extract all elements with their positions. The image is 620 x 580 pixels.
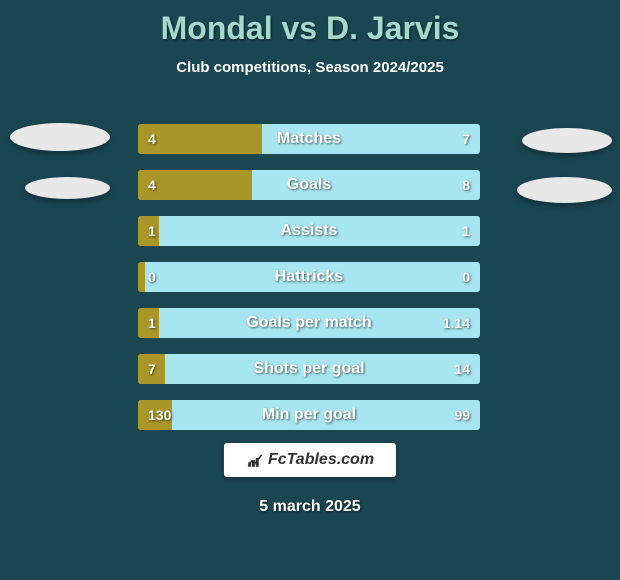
stat-label: Matches — [138, 124, 480, 154]
page-title: Mondal vs D. Jarvis — [0, 0, 620, 47]
player2-name: D. Jarvis — [326, 10, 459, 46]
source-badge: FcTables.com — [224, 443, 396, 477]
stat-value-right: 1.14 — [443, 308, 470, 338]
stat-value-right: 99 — [454, 400, 470, 430]
stat-value-right: 7 — [462, 124, 470, 154]
player1-badge-top — [10, 123, 110, 151]
stat-label: Shots per goal — [138, 354, 480, 384]
stat-row: 130Min per goal99 — [138, 400, 480, 430]
stat-label: Min per goal — [138, 400, 480, 430]
stats-container: 4Matches74Goals81Assists10Hattricks01Goa… — [138, 124, 480, 446]
stat-label: Goals per match — [138, 308, 480, 338]
stat-row: 1Assists1 — [138, 216, 480, 246]
stat-row: 1Goals per match1.14 — [138, 308, 480, 338]
stat-row: 7Shots per goal14 — [138, 354, 480, 384]
subtitle: Club competitions, Season 2024/2025 — [0, 59, 620, 76]
stat-row: 4Matches7 — [138, 124, 480, 154]
date-label: 5 march 2025 — [259, 498, 360, 516]
stat-value-right: 14 — [454, 354, 470, 384]
stat-label: Assists — [138, 216, 480, 246]
player2-badge-top — [522, 128, 612, 153]
stat-label: Hattricks — [138, 262, 480, 292]
player1-name: Mondal — [161, 10, 273, 46]
stat-label: Goals — [138, 170, 480, 200]
stat-value-right: 8 — [462, 170, 470, 200]
stat-row: 0Hattricks0 — [138, 262, 480, 292]
player2-badge-bottom — [517, 177, 612, 203]
stat-row: 4Goals8 — [138, 170, 480, 200]
player1-badge-bottom — [25, 177, 110, 199]
vs-label: vs — [281, 10, 317, 46]
stat-value-right: 0 — [462, 262, 470, 292]
badge-text: FcTables.com — [268, 451, 374, 469]
stat-value-right: 1 — [462, 216, 470, 246]
chart-icon — [246, 451, 264, 469]
